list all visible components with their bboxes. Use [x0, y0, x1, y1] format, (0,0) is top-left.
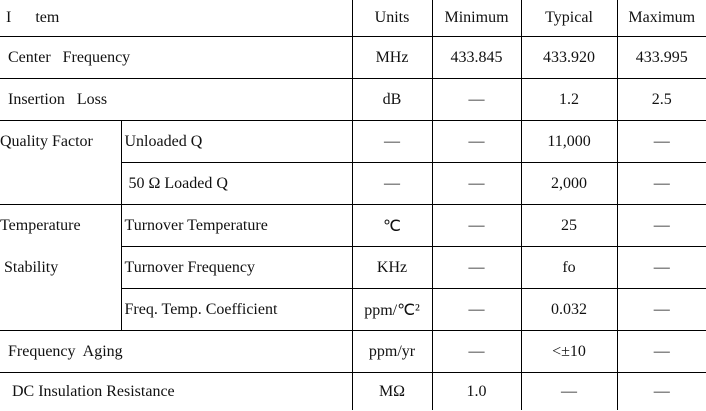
- units-cell: ppm/℃²: [351, 288, 433, 331]
- minimum-cell: 1.0: [431, 372, 522, 410]
- group-label-cell: Temperature Stability: [0, 204, 122, 331]
- minimum-cell: —: [431, 246, 522, 289]
- item-cell: Turnover Temperature: [120, 204, 353, 247]
- units-cell: KHz: [351, 246, 433, 289]
- header-units: Units: [351, 0, 433, 37]
- item-cell: Turnover Frequency: [121, 246, 353, 289]
- typical-cell: 0.032: [520, 288, 618, 331]
- header-typical: Typical: [520, 0, 618, 37]
- maximum-cell: 2.5: [616, 78, 706, 121]
- minimum-cell: —: [431, 78, 522, 121]
- units-cell: —: [351, 162, 433, 205]
- typical-cell: 25: [520, 204, 618, 247]
- group-label-cell: Quality Factor: [0, 120, 122, 205]
- units-cell: dB: [351, 78, 433, 121]
- typical-cell: 433.920: [520, 36, 618, 79]
- table-row: Temperature Stability Turnover Temperatur…: [0, 204, 706, 331]
- typical-cell: fo: [520, 246, 618, 289]
- units-cell: —: [351, 120, 433, 163]
- minimum-cell: —: [431, 162, 522, 205]
- table-row: DC Insulation Resistance MΩ 1.0— —: [0, 372, 706, 410]
- minimum-cell: —: [431, 204, 522, 247]
- maximum-cell: —: [616, 330, 706, 373]
- minimum-cell: —: [431, 330, 522, 373]
- minimum-cell: 433.845: [431, 36, 522, 79]
- typical-cell: —: [520, 372, 618, 410]
- typical-cell: 2,000: [520, 162, 618, 205]
- maximum-cell: —: [616, 162, 706, 205]
- group-label: Stability: [0, 259, 59, 276]
- group-label: Quality Factor: [0, 133, 93, 150]
- item-cell: Freq. Temp. Coefficient: [121, 288, 353, 331]
- header-item: I tem: [0, 0, 353, 37]
- table-row: Center Frequency MHz 433.845 433.920 433.995: [0, 36, 706, 79]
- maximum-cell: —: [616, 204, 706, 247]
- maximum-cell: —: [616, 288, 706, 331]
- units-cell: MHz: [351, 36, 433, 79]
- table-row: Quality Factor Unloaded Q — —11,000—: [0, 120, 706, 205]
- maximum-cell: —: [616, 120, 706, 163]
- minimum-cell: —: [431, 288, 522, 331]
- units-cell: ppm/yr: [351, 330, 433, 373]
- item-cell: Unloaded Q: [120, 120, 353, 163]
- header-maximum: Maximum: [616, 0, 706, 37]
- typical-cell: 1.2: [520, 78, 618, 121]
- units-cell: ℃: [351, 204, 433, 247]
- item-cell: Insertion Loss: [0, 78, 353, 121]
- item-cell: DC Insulation Resistance: [0, 372, 353, 410]
- table-row: 50 Ω Loaded Q — —2,000—: [0, 162, 706, 205]
- item-cell: Frequency Aging: [0, 330, 353, 373]
- maximum-cell: 433.995: [616, 36, 706, 79]
- header-minimum: Minimum: [431, 0, 522, 37]
- units-cell: MΩ: [351, 372, 433, 410]
- table-row: Turnover Frequency KHz — fo —: [0, 246, 706, 289]
- maximum-cell: —: [616, 372, 706, 410]
- group-label: Temperature: [0, 217, 81, 234]
- item-cell: Center Frequency: [0, 36, 353, 79]
- item-cell: 50 Ω Loaded Q: [121, 162, 353, 205]
- header-row: I tem Units Minimum Typical Maximum: [0, 0, 706, 37]
- typical-cell: 11,000: [520, 120, 618, 163]
- maximum-cell: —: [616, 246, 706, 289]
- table-row: Freq. Temp. Coefficient ppm/℃² —0.032—: [0, 288, 706, 331]
- minimum-cell: —: [431, 120, 522, 163]
- table-row: Insertion Loss dB —1.2 2.5: [0, 78, 706, 121]
- table-row: Frequency Aging ppm/yr — <±10—: [0, 330, 706, 373]
- typical-cell: <±10: [520, 330, 618, 373]
